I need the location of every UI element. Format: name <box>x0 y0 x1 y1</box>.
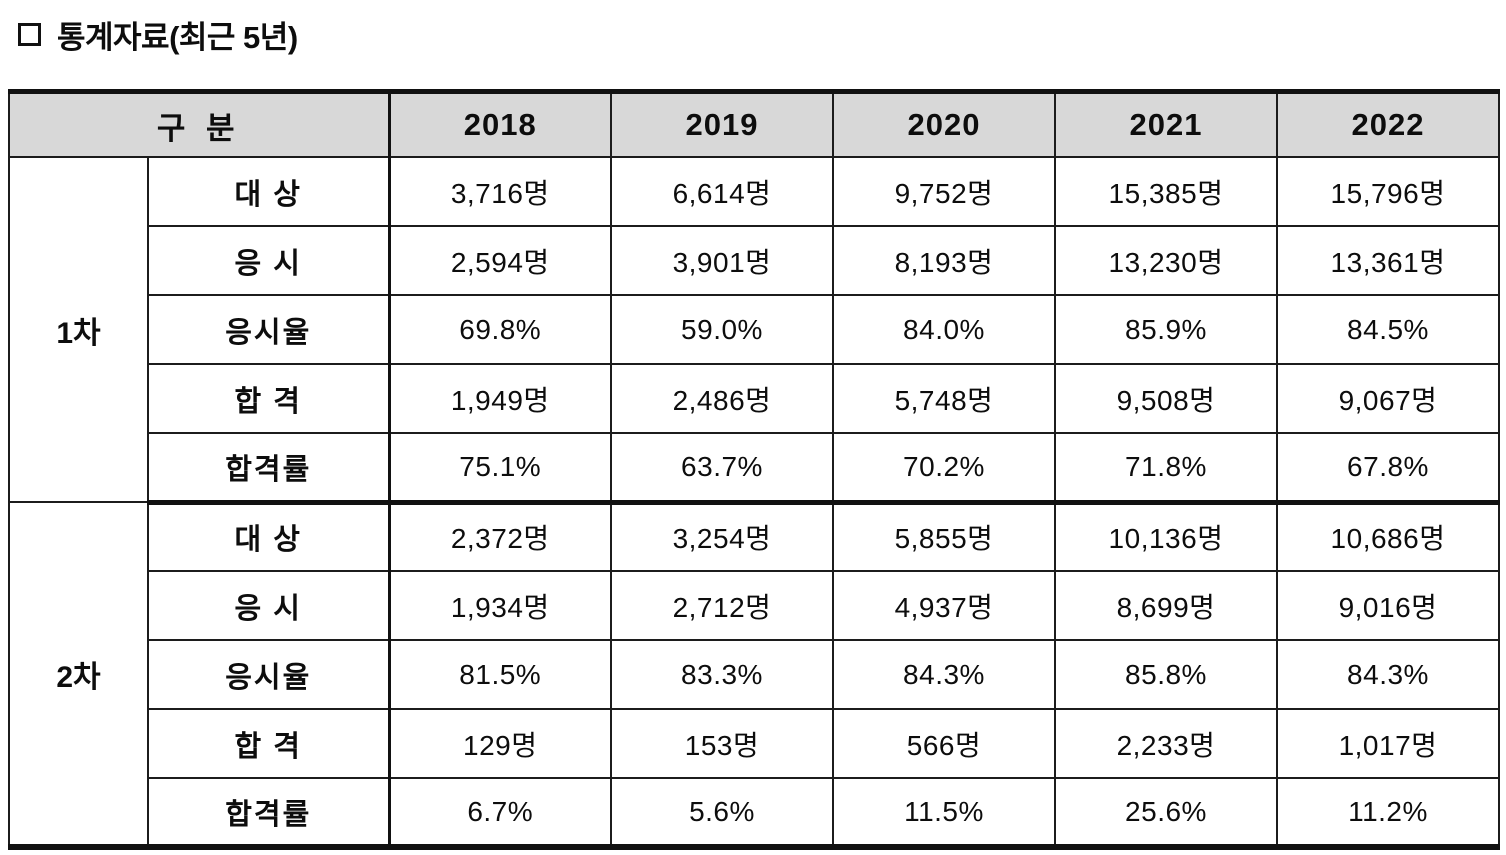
data-cell: 84.0% <box>832 294 1056 365</box>
data-cell: 3,254명 <box>610 501 834 572</box>
row-label: 응 시 <box>147 225 390 296</box>
table-row: 합 격 129명 153명 566명 2,233명 1,017명 <box>9 708 1500 779</box>
data-cell: 69.8% <box>387 294 612 365</box>
data-cell: 153명 <box>610 708 834 779</box>
data-cell: 6,614명 <box>610 156 834 227</box>
square-bullet-icon <box>18 22 41 46</box>
data-cell: 2,372명 <box>387 501 612 572</box>
data-cell: 25.6% <box>1054 777 1278 848</box>
data-cell: 71.8% <box>1054 432 1278 505</box>
data-cell: 81.5% <box>387 639 612 710</box>
data-cell: 9,016명 <box>1276 570 1500 641</box>
data-cell: 11.2% <box>1276 777 1500 848</box>
column-header-year-2018: 2018 <box>387 90 612 158</box>
table-row: 응 시 1,934명 2,712명 4,937명 8,699명 9,016명 <box>9 570 1500 641</box>
data-cell: 85.8% <box>1054 639 1278 710</box>
data-cell: 84.3% <box>1276 639 1500 710</box>
data-cell: 10,136명 <box>1054 501 1278 572</box>
table-row: 응 시 2,594명 3,901명 8,193명 13,230명 13,361명 <box>9 225 1500 296</box>
column-header-year-2021: 2021 <box>1054 90 1278 158</box>
column-header-category: 구 분 <box>8 90 390 158</box>
data-cell: 9,508명 <box>1054 363 1278 434</box>
data-cell: 2,233명 <box>1054 708 1278 779</box>
data-cell: 5.6% <box>610 777 834 848</box>
data-cell: 5,855명 <box>832 501 1056 572</box>
data-cell: 566명 <box>832 708 1056 779</box>
row-label: 응시율 <box>147 294 390 365</box>
row-label: 합격률 <box>147 777 390 848</box>
row-label: 응시율 <box>147 639 390 710</box>
table-row: 1차 대 상 3,716명 6,614명 9,752명 15,385명 15,7… <box>8 156 1500 503</box>
page-title: 통계자료(최근 5년) <box>18 12 1506 56</box>
row-label: 대 상 <box>147 501 390 572</box>
table-row: 2차 대 상 2,372명 3,254명 5,855명 10,136명 10,6… <box>8 501 1500 848</box>
data-cell: 85.9% <box>1054 294 1278 365</box>
row-label: 합 격 <box>147 708 390 779</box>
data-cell: 83.3% <box>610 639 834 710</box>
data-cell: 67.8% <box>1276 432 1500 505</box>
data-cell: 75.1% <box>387 432 612 505</box>
data-cell: 13,361명 <box>1276 225 1500 296</box>
column-header-year-2020: 2020 <box>832 90 1056 158</box>
table-row: 합격률 6.7% 5.6% 11.5% 25.6% 11.2% <box>9 777 1500 848</box>
data-cell: 15,796명 <box>1276 156 1500 227</box>
row-label: 합 격 <box>147 363 390 434</box>
data-cell: 3,901명 <box>610 225 834 296</box>
header-row: 구 분 2018 2019 2020 2021 2022 <box>8 90 1500 158</box>
data-cell: 1,017명 <box>1276 708 1500 779</box>
data-cell: 84.3% <box>832 639 1056 710</box>
data-cell: 8,699명 <box>1054 570 1278 641</box>
data-cell: 70.2% <box>832 432 1056 505</box>
data-cell: 4,937명 <box>832 570 1056 641</box>
group-label-round2: 2차 <box>8 501 149 848</box>
group-label-round1: 1차 <box>8 156 149 503</box>
column-header-year-2019: 2019 <box>610 90 834 158</box>
data-cell: 129명 <box>387 708 612 779</box>
row-label: 응 시 <box>147 570 390 641</box>
data-cell: 8,193명 <box>832 225 1056 296</box>
data-cell: 3,716명 <box>387 156 612 227</box>
data-cell: 63.7% <box>610 432 834 505</box>
data-cell: 5,748명 <box>832 363 1056 434</box>
row-label: 대 상 <box>147 156 390 227</box>
page-title-text: 통계자료(최근 5년) <box>57 19 298 55</box>
column-header-year-2022: 2022 <box>1276 90 1500 158</box>
data-cell: 2,486명 <box>610 363 834 434</box>
statistics-table: 구 분 2018 2019 2020 2021 2022 1차 대 상 3,71… <box>8 89 1500 850</box>
data-cell: 9,067명 <box>1276 363 1500 434</box>
data-cell: 2,594명 <box>387 225 612 296</box>
table-row: 응시율 81.5% 83.3% 84.3% 85.8% 84.3% <box>9 639 1500 710</box>
data-cell: 59.0% <box>610 294 834 365</box>
data-cell: 6.7% <box>387 777 612 848</box>
data-cell: 9,752명 <box>832 156 1056 227</box>
data-cell: 15,385명 <box>1054 156 1278 227</box>
data-cell: 1,934명 <box>387 570 612 641</box>
data-cell: 11.5% <box>832 777 1056 848</box>
data-cell: 13,230명 <box>1054 225 1278 296</box>
row-label: 합격률 <box>147 432 390 505</box>
data-cell: 1,949명 <box>387 363 612 434</box>
table-row: 합 격 1,949명 2,486명 5,748명 9,508명 9,067명 <box>9 363 1500 434</box>
table-row: 합격률 75.1% 63.7% 70.2% 71.8% 67.8% <box>9 432 1500 505</box>
data-cell: 10,686명 <box>1276 501 1500 572</box>
table-row: 응시율 69.8% 59.0% 84.0% 85.9% 84.5% <box>9 294 1500 365</box>
data-cell: 2,712명 <box>610 570 834 641</box>
data-cell: 84.5% <box>1276 294 1500 365</box>
